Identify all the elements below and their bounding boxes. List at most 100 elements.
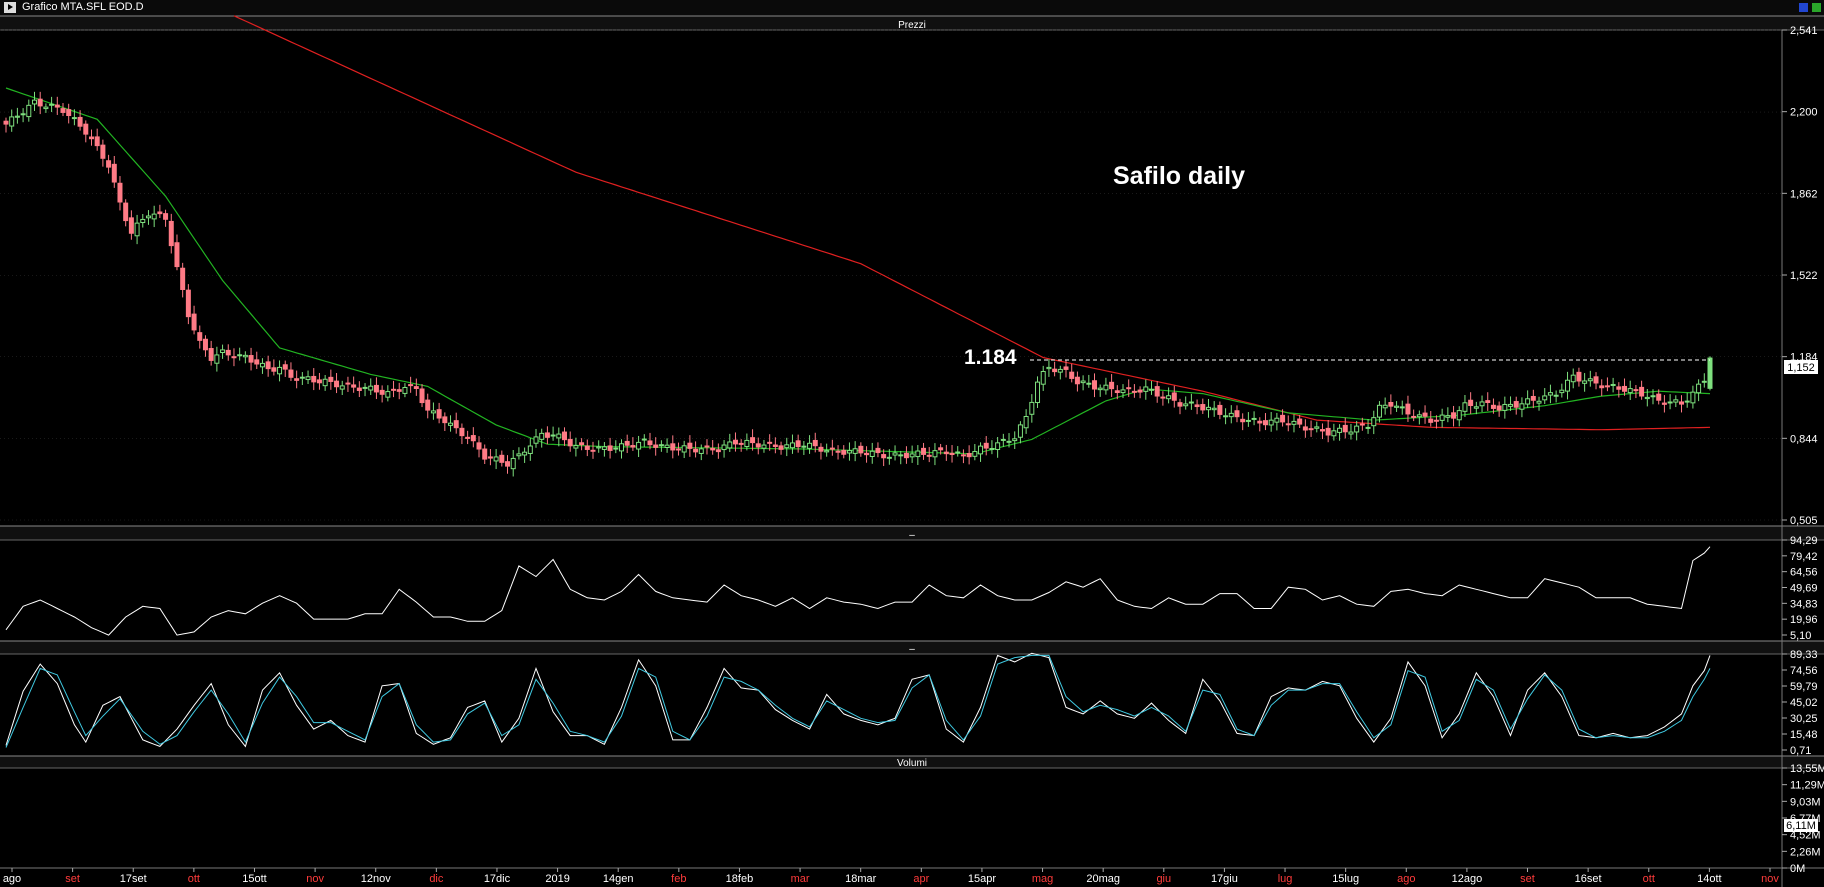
candle-body bbox=[949, 452, 955, 456]
candle-body bbox=[869, 450, 875, 457]
y-tick-label: 13,55M bbox=[1790, 763, 1824, 775]
candle-body bbox=[744, 439, 750, 448]
candle-body bbox=[214, 354, 220, 364]
candle-body bbox=[1439, 414, 1445, 421]
candle-body bbox=[1639, 386, 1645, 397]
candle-body bbox=[1388, 401, 1394, 407]
candle-body bbox=[1262, 420, 1268, 426]
candle-body bbox=[248, 355, 254, 363]
y-tick-label: 59,79 bbox=[1790, 681, 1818, 693]
oscillator-line bbox=[5, 546, 1711, 636]
candle-body bbox=[1451, 412, 1457, 419]
candle-body bbox=[881, 454, 887, 459]
candle-body bbox=[1547, 392, 1553, 396]
candle-body bbox=[898, 454, 904, 457]
x-tick-label: 15apr bbox=[968, 873, 996, 885]
candle-body bbox=[573, 445, 579, 449]
candle-body bbox=[1017, 424, 1023, 438]
candle-body bbox=[1228, 412, 1234, 418]
candle-body bbox=[1211, 407, 1217, 411]
candle-body bbox=[26, 104, 32, 118]
candle-body bbox=[1553, 394, 1559, 397]
candle-body bbox=[630, 445, 636, 448]
candle-body bbox=[334, 380, 340, 388]
candle-body bbox=[704, 445, 710, 448]
candle-body bbox=[835, 450, 841, 453]
price-grid bbox=[0, 29, 1782, 521]
candle-body bbox=[60, 108, 66, 113]
candle-body bbox=[636, 441, 642, 450]
candle-body bbox=[1519, 403, 1525, 410]
osc1-panel-title: – bbox=[909, 530, 915, 541]
y-tick-label: 11,29M bbox=[1790, 780, 1824, 792]
candle-body bbox=[1456, 410, 1462, 421]
candle-body bbox=[1131, 390, 1137, 393]
y-tick-label: 0M bbox=[1790, 863, 1805, 875]
candle-body bbox=[413, 386, 419, 389]
candle-body bbox=[1183, 403, 1189, 407]
last-volume-badge: 6,11M bbox=[1786, 820, 1816, 832]
candle-body bbox=[1217, 404, 1223, 415]
candle-body bbox=[915, 450, 921, 458]
candle-body bbox=[1433, 419, 1439, 422]
y-tick-label: 19,96 bbox=[1790, 614, 1818, 626]
candle-body bbox=[1080, 380, 1086, 384]
x-tick-label: giu bbox=[1156, 873, 1171, 885]
window-color-green-icon[interactable] bbox=[1812, 3, 1821, 12]
candle-body bbox=[1627, 388, 1633, 394]
candle-body bbox=[1148, 388, 1154, 391]
candle-body bbox=[932, 450, 938, 458]
candle-body bbox=[1376, 404, 1382, 418]
candle-body bbox=[596, 446, 602, 449]
candle-body bbox=[681, 445, 687, 453]
candle-body bbox=[1166, 395, 1172, 400]
y-tick-label: 2,26M bbox=[1790, 846, 1821, 858]
candle-body bbox=[1616, 386, 1622, 390]
candle-body bbox=[1679, 401, 1685, 405]
x-tick-label: 20mag bbox=[1086, 873, 1120, 885]
candle-body bbox=[1422, 412, 1428, 417]
candle-body bbox=[1565, 379, 1571, 392]
candle-body bbox=[373, 384, 379, 393]
candle-body bbox=[755, 443, 761, 448]
candle-body bbox=[43, 106, 49, 110]
candle-body bbox=[476, 442, 482, 450]
candle-body bbox=[1029, 401, 1035, 415]
candle-body bbox=[123, 202, 129, 222]
candle-body bbox=[778, 445, 784, 450]
candle-body bbox=[106, 160, 112, 168]
candle-body bbox=[88, 136, 94, 140]
candle-body bbox=[1257, 420, 1263, 424]
candle-body bbox=[1012, 438, 1018, 442]
candle-body bbox=[419, 388, 425, 404]
x-tick-label: lug bbox=[1278, 873, 1293, 885]
candle-body bbox=[567, 438, 573, 447]
candle-body bbox=[271, 367, 277, 372]
candle-body bbox=[1479, 401, 1485, 407]
candle-body bbox=[1513, 401, 1519, 408]
y-tick-label: 79,42 bbox=[1790, 551, 1818, 563]
candle-body bbox=[1023, 416, 1029, 429]
window-color-blue-icon[interactable] bbox=[1799, 3, 1808, 12]
play-icon[interactable] bbox=[4, 2, 16, 13]
candle-body bbox=[1496, 405, 1502, 411]
candle-body bbox=[618, 443, 624, 452]
candle-body bbox=[151, 213, 157, 220]
candle-body bbox=[436, 409, 442, 419]
candle-body bbox=[1490, 404, 1496, 409]
candle-body bbox=[1416, 414, 1422, 418]
candle-body bbox=[208, 348, 214, 361]
y-tick-label: 1,522 bbox=[1790, 270, 1818, 282]
candle-body bbox=[1171, 392, 1177, 401]
candle-body bbox=[237, 354, 243, 357]
candlesticks bbox=[3, 91, 1713, 477]
candle-body bbox=[1650, 395, 1656, 398]
candle-body bbox=[1610, 383, 1616, 387]
candle-body bbox=[493, 456, 499, 462]
candle-body bbox=[750, 437, 756, 444]
candle-body bbox=[66, 109, 72, 117]
candle-body bbox=[1445, 415, 1451, 418]
candle-body bbox=[71, 117, 77, 120]
candle-body bbox=[339, 385, 345, 390]
y-tick-label: 15,48 bbox=[1790, 729, 1818, 741]
